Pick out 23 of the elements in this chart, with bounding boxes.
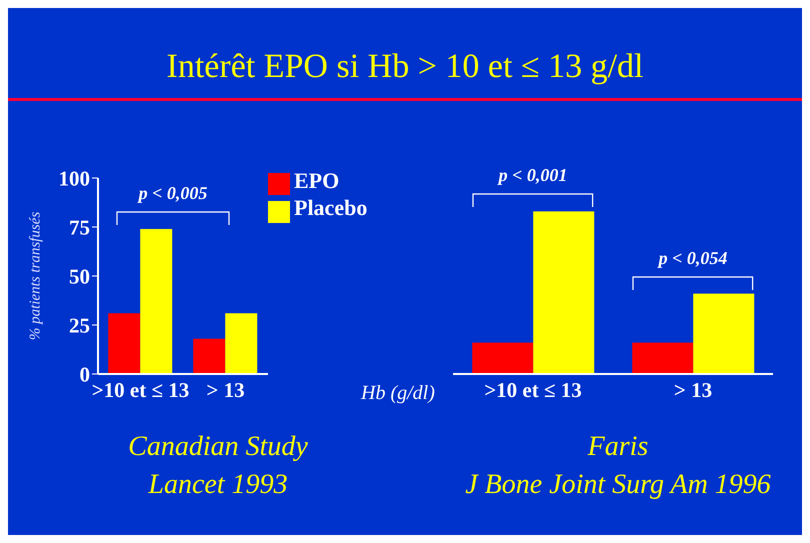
bar [140,228,172,374]
x-tick-label: > 13 [674,378,712,402]
y-tick-label: 100 [58,166,90,190]
annotation: p < 0,054 [656,248,728,269]
legend-label: Placebo [294,195,368,220]
annotation: p < 0,005 [136,182,208,204]
x-tick-label: > 13 [206,378,245,402]
y-tick-label: 50 [69,264,90,288]
text: Faris J Bone Joint Surg Am 1996 [464,430,772,502]
x-tick-label: >10 et ≤ 13 [484,378,582,402]
y-tick-label: 25 [69,313,90,338]
text: Canadian Study Lancet 1993 [127,430,309,502]
y-tick-label: 75 [69,215,90,240]
x-axis-title: Hb (g/dl) [361,382,435,405]
y-tick-label: 0 [80,362,90,386]
bar [225,313,258,374]
annotation: p < 0,001 [496,165,568,186]
bar [193,338,226,374]
x-tick-label: >10 et ≤ 13 [92,378,190,402]
y-axis-title: % patients transfusés [27,212,44,340]
text: Intérêt EPO si Hb > 10 et ≤ 13 g/dl [166,48,644,86]
bar [108,313,140,374]
legend-label: EPO [294,168,340,193]
